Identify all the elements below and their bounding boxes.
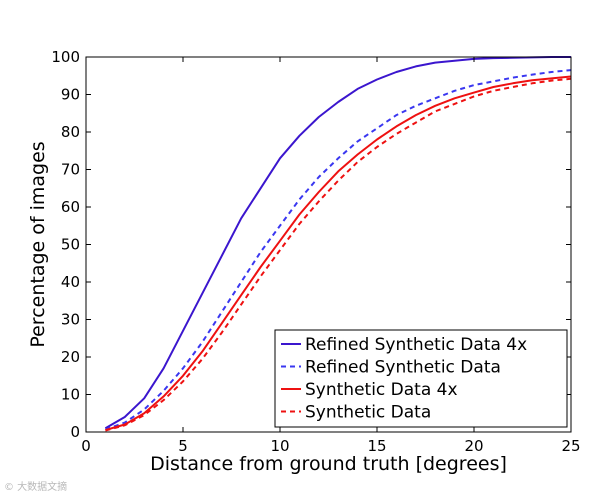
y-axis-label: Percentage of images [27, 141, 49, 347]
y-tick-label: 90 [61, 86, 80, 104]
y-tick-label: 10 [61, 386, 80, 404]
legend-label-3: Synthetic Data 4x [305, 380, 458, 400]
y-tick-label: 50 [61, 236, 80, 254]
legend-label-2: Refined Synthetic Data [305, 358, 501, 378]
legend-label-1: Refined Synthetic Data 4x [305, 335, 527, 355]
series-line-1 [104, 56, 571, 430]
legend-box [274, 329, 568, 428]
x-tick-label: 5 [178, 437, 188, 455]
series-line-4 [105, 77, 572, 432]
y-tick-label: 100 [51, 48, 80, 66]
x-tick-label: 15 [367, 437, 386, 455]
y-tick-label: 20 [61, 348, 80, 366]
x-tick-label: 10 [270, 437, 289, 455]
y-tick-label: 80 [61, 123, 80, 141]
ticks-layer: 0 5 10 15 20 25 0 10 20 30 40 50 60 70 80 90 100 [51, 48, 580, 455]
series-line-3 [105, 75, 572, 432]
y-tick-label: 60 [61, 198, 80, 216]
watermark-text: © 大数据文摘 [4, 482, 68, 493]
x-tick-label: 25 [561, 437, 580, 455]
x-tick-label: 0 [81, 437, 91, 455]
x-tick-label: 20 [464, 437, 483, 455]
legend-label-4: Synthetic Data [305, 403, 431, 423]
series-layer [104, 56, 572, 432]
legend: Refined Synthetic Data 4x Refined Synthet… [274, 329, 568, 428]
y-tick-label: 70 [61, 161, 80, 179]
y-tick-label: 0 [70, 423, 80, 441]
y-tick-label: 40 [61, 273, 80, 291]
series-line-2 [105, 69, 572, 431]
y-tick-label: 30 [61, 311, 80, 329]
x-axis-label: Distance from ground truth [degrees] [150, 453, 507, 475]
